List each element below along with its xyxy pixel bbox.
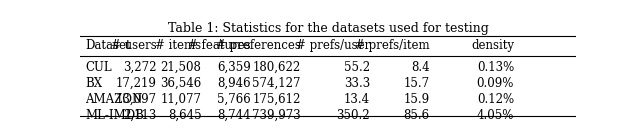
Text: 180,622: 180,622 [252, 61, 301, 74]
Text: 55.2: 55.2 [344, 61, 370, 74]
Text: # features: # features [189, 39, 251, 52]
Text: AMAZON: AMAZON [85, 93, 142, 106]
Text: 8,744: 8,744 [218, 109, 251, 122]
Text: Dataset: Dataset [85, 39, 131, 52]
Text: 739,973: 739,973 [252, 109, 301, 122]
Text: 13.4: 13.4 [344, 93, 370, 106]
Text: 15.9: 15.9 [404, 93, 429, 106]
Text: 5,766: 5,766 [218, 93, 251, 106]
Text: # prefs/user: # prefs/user [296, 39, 370, 52]
Text: # prefs/item: # prefs/item [355, 39, 429, 52]
Text: # items: # items [156, 39, 202, 52]
Text: 8,946: 8,946 [218, 77, 251, 90]
Text: 8,645: 8,645 [168, 109, 202, 122]
Text: 0.13%: 0.13% [477, 61, 514, 74]
Text: 4.05%: 4.05% [477, 109, 514, 122]
Text: 11,077: 11,077 [161, 93, 202, 106]
Text: 17,219: 17,219 [116, 77, 157, 90]
Text: 175,612: 175,612 [252, 93, 301, 106]
Text: 15.7: 15.7 [404, 77, 429, 90]
Text: BX: BX [85, 77, 102, 90]
Text: 574,127: 574,127 [252, 77, 301, 90]
Text: 3,272: 3,272 [124, 61, 157, 74]
Text: 2,113: 2,113 [124, 109, 157, 122]
Text: # preferences: # preferences [216, 39, 301, 52]
Text: Table 1: Statistics for the datasets used for testing: Table 1: Statistics for the datasets use… [168, 22, 488, 35]
Text: CUL: CUL [85, 61, 111, 74]
Text: 21,508: 21,508 [161, 61, 202, 74]
Text: 6,359: 6,359 [218, 61, 251, 74]
Text: 8.4: 8.4 [411, 61, 429, 74]
Text: # users: # users [111, 39, 157, 52]
Text: 85.6: 85.6 [404, 109, 429, 122]
Text: 36,546: 36,546 [160, 77, 202, 90]
Text: 33.3: 33.3 [344, 77, 370, 90]
Text: 13,097: 13,097 [116, 93, 157, 106]
Text: 350.2: 350.2 [337, 109, 370, 122]
Text: 0.09%: 0.09% [477, 77, 514, 90]
Text: ML-IMDB: ML-IMDB [85, 109, 144, 122]
Text: 0.12%: 0.12% [477, 93, 514, 106]
Text: density: density [471, 39, 514, 52]
